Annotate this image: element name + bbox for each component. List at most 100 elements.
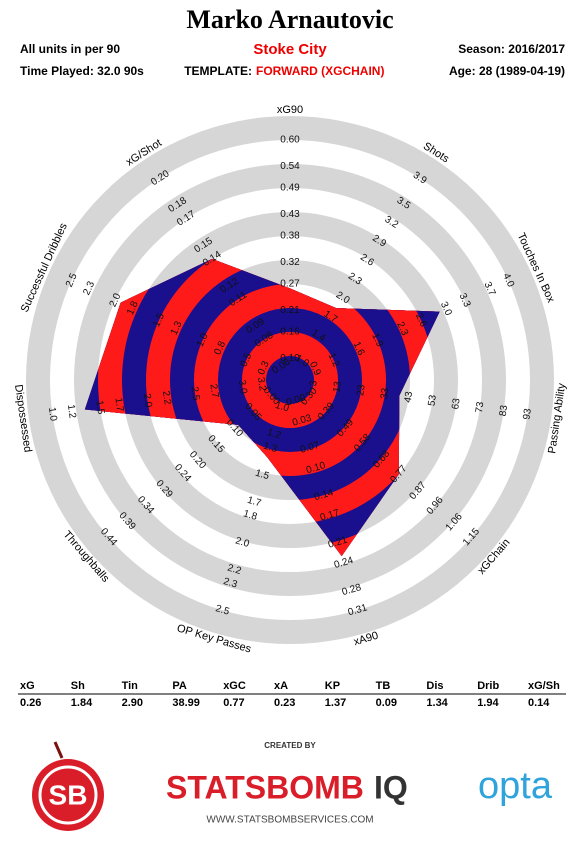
tick-label: 0.24	[333, 555, 355, 571]
table-header: PA	[172, 680, 187, 692]
table-header: Drib	[477, 680, 499, 692]
tick-label: 2.0	[234, 535, 251, 550]
tick-label: 0.3	[256, 359, 272, 377]
tick-label: 0.49	[280, 183, 300, 194]
tick-label: 2.7	[207, 383, 220, 399]
tick-label: 1.8	[242, 508, 259, 523]
table-value: 38.99	[172, 697, 200, 709]
tick-label: 1.0	[46, 407, 59, 423]
table-header: Sh	[71, 680, 85, 692]
table-value: 0.26	[20, 697, 41, 709]
tick-label: 83	[498, 404, 511, 417]
template: FORWARD (XGCHAIN)	[256, 64, 384, 78]
table-value: 0.09	[376, 697, 397, 709]
url: WWW.STATSBOMBSERVICES.COM	[206, 815, 373, 826]
tick-label: 63	[450, 397, 463, 410]
tick-label: 2.2	[226, 563, 243, 578]
tick-label: 73	[474, 401, 487, 414]
created-by: CREATED BY	[264, 741, 316, 750]
units: All units in per 90	[20, 42, 120, 56]
tick-label: 0.38	[280, 231, 300, 242]
table-header: KP	[325, 680, 340, 692]
sb-text: SB	[49, 779, 88, 810]
table-value: 2.90	[122, 697, 143, 709]
tick-label: 1.0	[274, 400, 291, 415]
club: Stoke City	[253, 41, 327, 58]
tick-label: 0.5	[239, 351, 255, 369]
brand: STATSBOMB	[166, 769, 364, 805]
tick-label: 2.5	[214, 603, 231, 618]
tick-label: 0.17	[319, 507, 341, 523]
table-header: xG	[20, 680, 35, 692]
table-header: Tin	[122, 680, 139, 692]
tick-label: 53	[426, 394, 439, 407]
tick-label: 43	[403, 390, 416, 403]
tick-label: 0.60	[280, 135, 300, 146]
tick-label: 2.3	[394, 320, 410, 338]
tick-label: 2.5	[188, 386, 201, 402]
tick-label: 2.2	[160, 390, 173, 406]
tick-label: 3.7	[482, 280, 498, 298]
table-header: Dis	[426, 680, 443, 692]
axis-label: xG90	[277, 104, 303, 116]
title: Marko Arnautovic	[186, 5, 393, 34]
tick-label: 0.54	[280, 161, 300, 172]
tick-label: 2.5	[64, 271, 80, 289]
table-value: 1.94	[477, 697, 499, 709]
tick-label: 1.6	[351, 340, 367, 358]
opta: opta	[478, 765, 553, 807]
tick-label: 1.2	[326, 352, 342, 370]
radar: 0.10 0.16 0.21 0.27 0.32 0.38 0.43 0.49 0.54 0.60…	[12, 104, 568, 656]
tick-label: 0.21	[327, 535, 349, 551]
tick-label: 93	[521, 407, 534, 420]
table-value: 0.23	[274, 697, 295, 709]
tick-label: 1.3	[169, 319, 185, 337]
tick-label: 1.8	[125, 299, 141, 317]
stats-table: xG 0.26 Sh 1.84 Tin 2.90 PA 38.99 xGC 0.77 xA 0.23 K…	[20, 680, 560, 709]
tick-label: 1.7	[112, 397, 125, 413]
template-label: TEMPLATE:	[184, 64, 252, 78]
tick-label: 0.03	[291, 413, 313, 429]
table-value: 1.34	[426, 697, 448, 709]
tick-label: 0.27	[280, 279, 300, 290]
tick-label: 13	[331, 380, 344, 393]
tick-label: 0.00	[285, 392, 307, 408]
time-played: Time Played: 32.0 90s	[20, 64, 144, 78]
tick-label: 0.16	[280, 327, 300, 338]
tick-label: 0.10	[280, 353, 300, 364]
tick-label: 0.8	[212, 339, 228, 357]
tick-label: 33	[379, 387, 392, 400]
tick-label: 0.14	[313, 487, 335, 503]
tick-label: 1.0	[195, 331, 211, 349]
bomb-ring	[38, 765, 98, 825]
tick-label: 3.0	[438, 300, 454, 318]
player-ring	[266, 356, 314, 404]
tick-label: 2.0	[141, 393, 154, 409]
tick-label: 1.5	[151, 311, 167, 329]
fuse	[53, 741, 64, 759]
tick-label: 2.6	[413, 312, 429, 330]
tick-label: 3.0	[236, 379, 249, 395]
tick-label: 0.21	[280, 305, 300, 316]
tick-label: 1.2	[266, 427, 283, 442]
bomb	[32, 759, 104, 831]
tick-label: 23	[355, 384, 368, 397]
table-value: 1.37	[325, 697, 346, 709]
tick-label: 1.2	[65, 404, 78, 420]
tick-label: 0.31	[347, 602, 369, 618]
tick-label: 0.43	[280, 209, 300, 220]
tick-label: 4.0	[500, 272, 516, 290]
tick-label: 3	[308, 379, 320, 387]
tick-label: 3.2	[255, 376, 268, 392]
tick-label: 2.3	[222, 576, 239, 591]
age: Age: 28 (1989-04-19)	[449, 64, 565, 78]
tick-label: 2.0	[108, 291, 124, 309]
table-header: xGC	[223, 680, 246, 692]
table-value: 0.14	[528, 697, 550, 709]
tick-label: 1.3	[262, 441, 279, 456]
tick-label: 1.5	[254, 468, 271, 483]
tick-label: 1.7	[246, 495, 263, 510]
tick-label: 2.3	[81, 279, 97, 297]
